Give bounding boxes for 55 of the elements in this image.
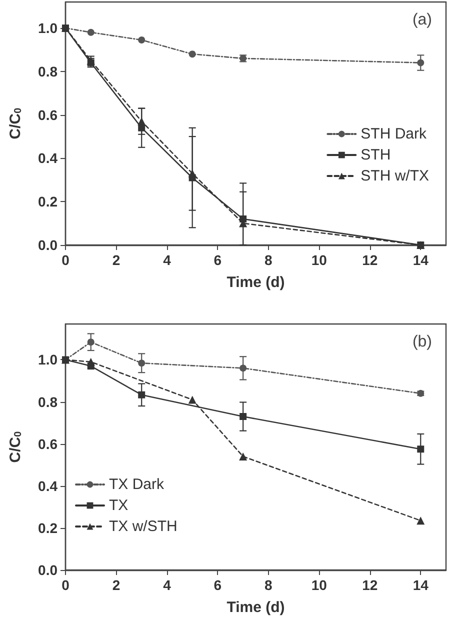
y-tick-label: 0.4 — [38, 478, 58, 494]
point — [138, 117, 146, 126]
annotation: (b) — [412, 334, 432, 350]
x-tick-label: 6 — [214, 577, 222, 593]
annotation: (a) — [412, 12, 432, 28]
legend-label: STH Dark — [360, 126, 427, 142]
legend-label: STH — [360, 146, 391, 164]
point — [417, 446, 424, 453]
x-axis-title: Time (d) — [226, 274, 285, 291]
x-axis-title: Time (d) — [226, 599, 285, 616]
point — [240, 364, 247, 372]
point — [138, 36, 146, 44]
point — [87, 28, 94, 36]
point — [188, 396, 196, 404]
point — [240, 413, 247, 420]
x-tick-label: 14 — [412, 577, 429, 593]
x-tick-label: 8 — [264, 252, 273, 268]
legend-label: TX w/STH — [109, 518, 178, 535]
x-tick-label: 4 — [163, 577, 172, 593]
point — [138, 391, 146, 398]
y-axis-title: C/C0 — [7, 107, 24, 140]
x-tick-label: 12 — [362, 252, 378, 268]
legend-label: TX Dark — [109, 476, 165, 493]
x-tick-label: 0 — [62, 577, 70, 593]
y-tick-label: 0.6 — [38, 106, 58, 123]
x-tick-label: 4 — [163, 252, 172, 268]
point — [239, 452, 248, 460]
y-tick-label: 0.0 — [38, 237, 58, 253]
x-tick-label: 14 — [412, 252, 429, 268]
y-tick-label: 0.6 — [38, 436, 58, 452]
legend-label: STH w/TX — [360, 168, 430, 184]
point — [417, 59, 424, 66]
x-tick-label: 10 — [311, 252, 328, 268]
legend-label: TX — [109, 497, 128, 514]
y-tick-label: 0.2 — [38, 194, 58, 210]
x-tick-label: 12 — [362, 577, 378, 593]
y-tick-label: 0.2 — [38, 520, 58, 536]
y-axis-title: C/C0 — [7, 430, 24, 463]
y-tick-label: 0.0 — [38, 562, 58, 578]
y-tick-label: 0.4 — [38, 150, 58, 166]
point — [138, 360, 146, 367]
y-tick-label: 1.0 — [38, 352, 58, 368]
y-tick-label: 0.8 — [38, 63, 58, 80]
x-tick-label: 6 — [214, 252, 222, 268]
point — [86, 358, 95, 366]
y-tick-label: 1.0 — [38, 20, 58, 36]
x-tick-label: 10 — [311, 577, 328, 593]
point — [416, 516, 425, 525]
point — [188, 50, 196, 58]
x-tick-label: 0 — [62, 252, 70, 268]
point — [87, 338, 94, 346]
x-tick-label: 2 — [112, 252, 120, 268]
x-tick-label: 2 — [112, 577, 120, 593]
x-tick-label: 8 — [264, 577, 273, 593]
y-tick-label: 0.8 — [38, 394, 58, 410]
